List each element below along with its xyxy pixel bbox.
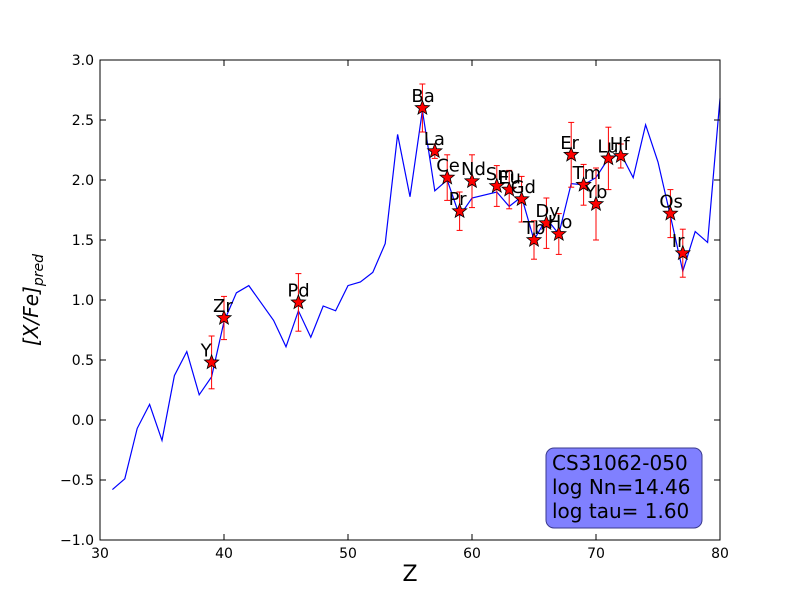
y-tick-label: −0.5 — [60, 473, 94, 489]
element-label: Hf — [610, 134, 631, 155]
element-label: Os — [659, 192, 683, 213]
model-line-layer — [112, 98, 721, 491]
y-axis-label: [X/Fe]pred — [19, 254, 47, 346]
y-tick-label: 3.0 — [72, 53, 94, 69]
element-label: Dy — [535, 201, 560, 222]
element-label: Y — [200, 340, 213, 361]
star-marker-layer — [203, 99, 691, 370]
star-marker — [513, 190, 530, 207]
star-marker — [662, 204, 679, 221]
x-tick-label: 40 — [215, 546, 233, 562]
x-tick-label: 70 — [587, 546, 605, 562]
element-label: Ir — [672, 231, 685, 252]
star-marker — [538, 214, 555, 231]
run-parameters-background — [545, 447, 703, 529]
star-marker — [525, 231, 543, 247]
y-tick-label: 0.0 — [72, 413, 94, 429]
y-tick-label: 0.5 — [72, 353, 94, 369]
run-parameters-box: CS31062-050 log Nn=14.46 log tau= 1.60 — [545, 447, 703, 529]
star-marker — [501, 180, 518, 197]
star-marker — [550, 225, 567, 241]
element-label: Yb — [584, 182, 607, 203]
x-tick-label: 30 — [91, 546, 109, 562]
y-tick-label: −1.0 — [60, 533, 94, 549]
star-marker — [587, 195, 605, 211]
element-label: Eu — [498, 168, 521, 189]
error-bar-layer — [208, 83, 686, 390]
y-tick-label: 2.0 — [72, 173, 94, 189]
y-tick-label: 2.5 — [72, 113, 94, 129]
star-marker — [600, 149, 617, 166]
x-axis-label: Z — [402, 562, 417, 587]
star-name: CS31062-050 — [552, 451, 688, 475]
element-label: Tb — [522, 218, 545, 239]
model-line — [112, 98, 721, 491]
star-marker — [463, 172, 481, 189]
element-label: Zr — [213, 296, 233, 317]
element-label: La — [424, 129, 445, 150]
element-label: Tm — [572, 163, 602, 184]
element-label: Ho — [548, 212, 573, 233]
log-tau-value: log tau= 1.60 — [552, 499, 689, 523]
star-marker — [674, 244, 691, 261]
tick-layer: 30 40 50 60 70 80 −1.0 −0.5 0.0 0.5 1.0 1.5 2.0 2.5 3.… — [60, 53, 729, 562]
star-marker — [563, 146, 580, 162]
star-marker — [575, 176, 592, 192]
element-label: Nd — [461, 159, 486, 180]
element-label: Er — [560, 133, 579, 154]
x-tick-label: 80 — [711, 546, 729, 562]
y-tick-label: 1.5 — [72, 233, 94, 249]
element-label: Lu — [597, 136, 618, 157]
element-label: Sm — [486, 164, 515, 185]
x-tick-label: 50 — [339, 546, 357, 562]
star-marker — [426, 142, 443, 159]
star-marker — [215, 309, 233, 325]
element-label: Ba — [411, 86, 434, 107]
star-marker — [439, 168, 456, 185]
star-marker — [203, 353, 220, 370]
x-tick-label: 60 — [463, 546, 481, 562]
star-marker — [612, 147, 629, 163]
element-label: Pd — [287, 280, 309, 301]
star-marker — [488, 177, 505, 193]
star-marker — [414, 99, 431, 115]
element-label: Ce — [436, 156, 460, 177]
element-label: Gd — [511, 177, 536, 198]
element-label: Pr — [449, 189, 468, 210]
star-marker — [290, 293, 307, 310]
y-tick-label: 1.0 — [72, 293, 94, 309]
star-marker — [451, 202, 468, 219]
log-nn-value: log Nn=14.46 — [552, 475, 691, 499]
